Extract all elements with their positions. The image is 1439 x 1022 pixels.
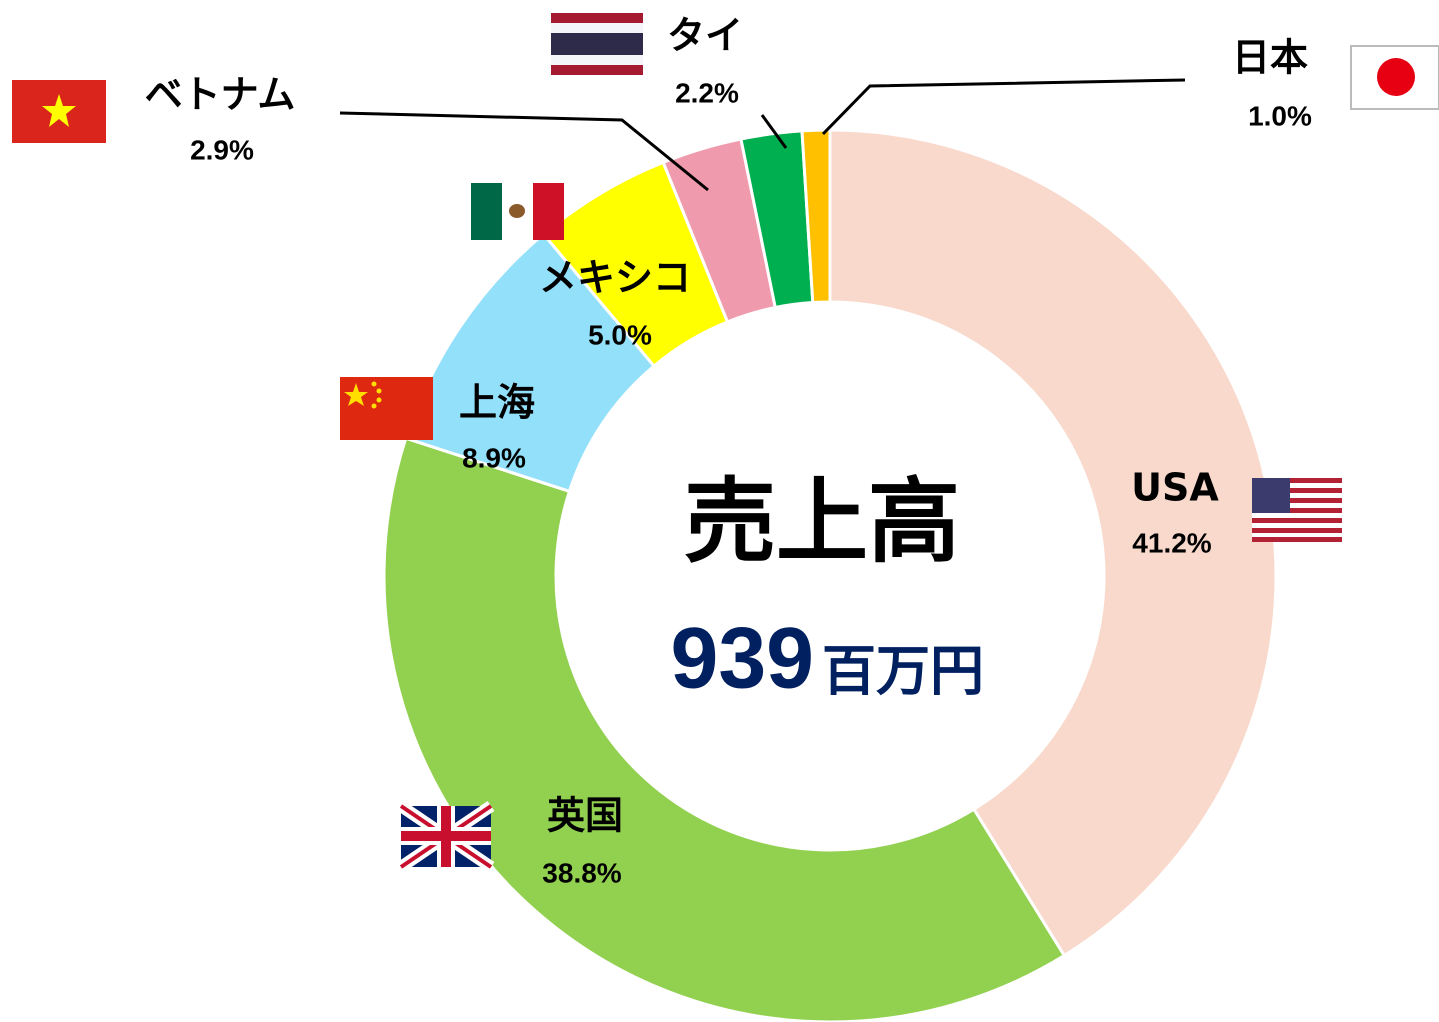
category-label: 英国 xyxy=(547,794,623,838)
category-label: タイ xyxy=(667,14,743,58)
flag-japan xyxy=(1350,45,1439,110)
flag-mexico xyxy=(471,183,564,240)
category-label: メキシコ xyxy=(539,256,691,300)
center-value: 939 xyxy=(671,611,815,707)
value-label: 1.0% xyxy=(1248,100,1312,131)
flag-usa xyxy=(1252,478,1342,542)
donut-segment xyxy=(800,128,832,305)
leader-line xyxy=(760,114,788,149)
leader-line xyxy=(821,78,1186,136)
value-label: 2.2% xyxy=(675,77,739,108)
leader-lines xyxy=(339,78,1186,192)
value-label: 5.0% xyxy=(588,319,652,350)
category-label: 日本 xyxy=(1232,36,1308,80)
flag-uk xyxy=(397,801,495,872)
value-label: 41.2% xyxy=(1132,527,1211,558)
leader-line xyxy=(339,111,709,192)
center-title: 売上高 xyxy=(684,468,960,575)
value-label: 2.9% xyxy=(190,134,254,165)
flag-vietnam xyxy=(12,80,106,143)
flags xyxy=(12,13,1439,872)
category-label: 上海 xyxy=(459,381,535,425)
donut-segment xyxy=(828,128,1278,958)
flag-china xyxy=(340,377,433,440)
donut-segment xyxy=(382,436,1067,1022)
value-label: 8.9% xyxy=(462,442,526,473)
category-label: ベトナム xyxy=(145,73,296,117)
category-label: USA xyxy=(1131,466,1219,510)
value-label: 38.8% xyxy=(542,857,621,888)
flag-thailand xyxy=(551,13,643,75)
center-unit: 百万円 xyxy=(822,640,984,703)
